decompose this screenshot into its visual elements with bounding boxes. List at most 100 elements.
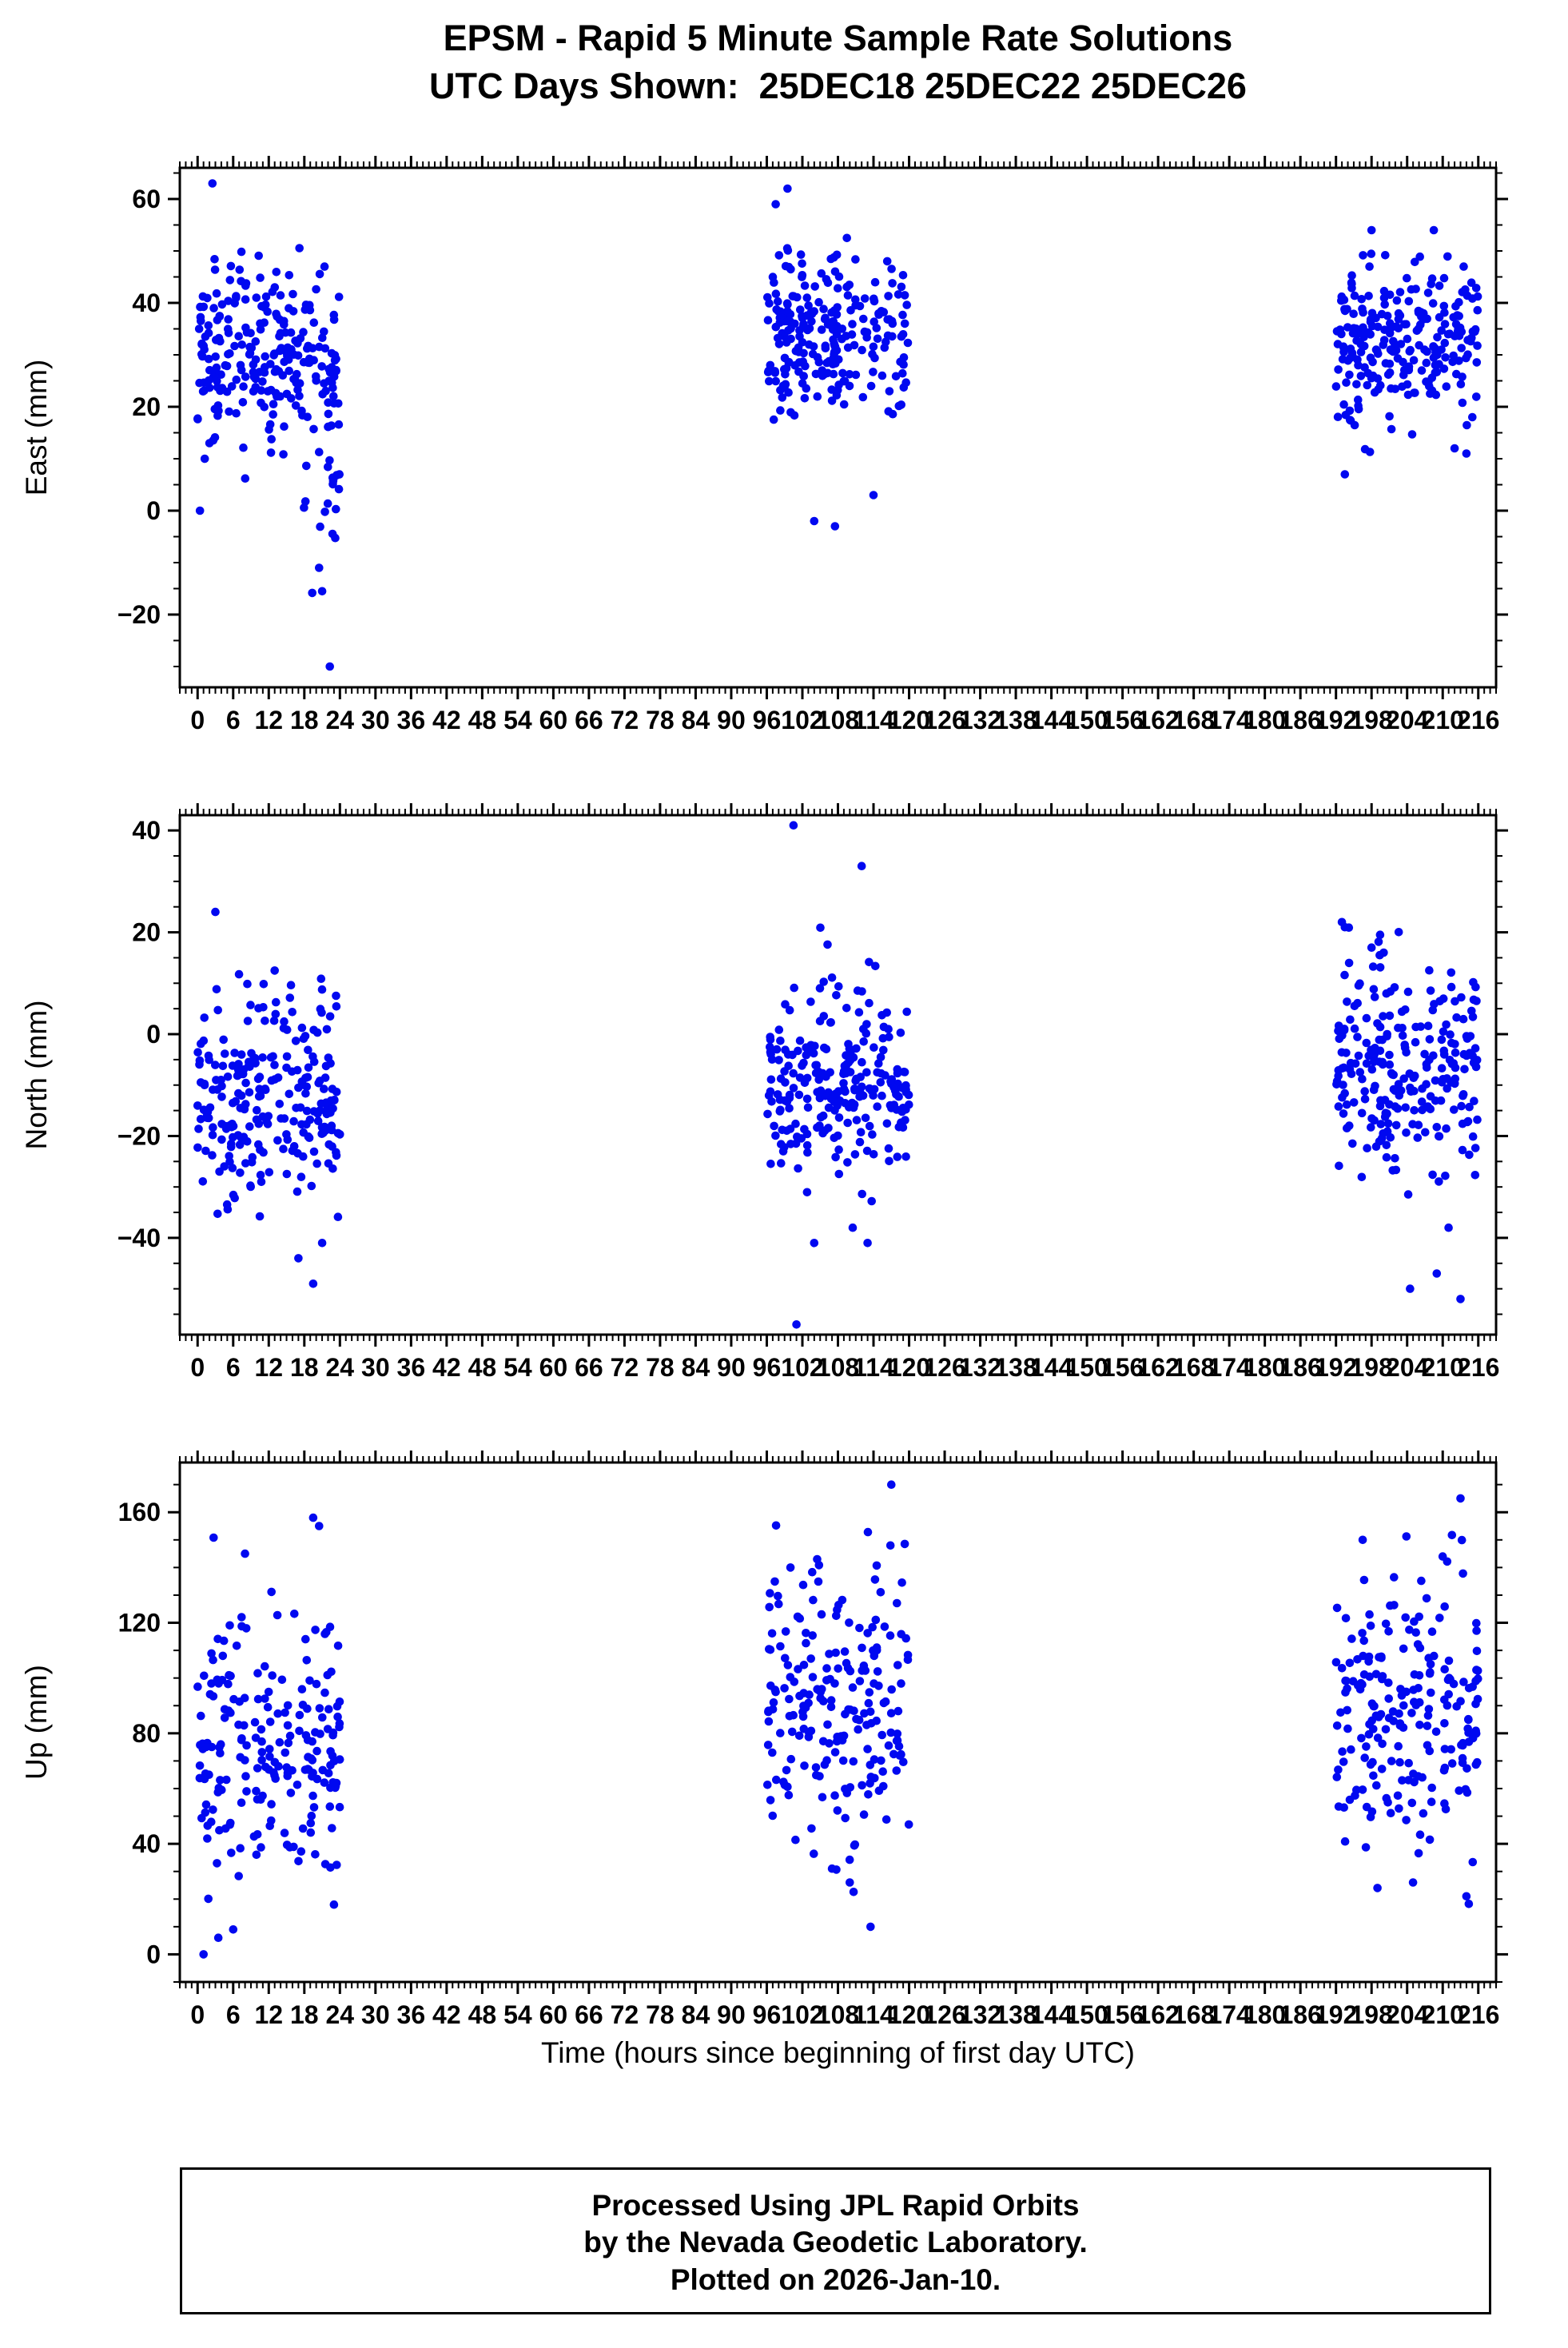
footer-line-1: Processed Using JPL Rapid Orbits [591, 2189, 1080, 2222]
svg-text:186: 186 [1279, 2000, 1321, 2029]
svg-text:80: 80 [132, 1719, 161, 1748]
svg-text:East (mm): East (mm) [20, 360, 53, 496]
svg-text:66: 66 [575, 706, 603, 734]
svg-text:42: 42 [432, 1353, 461, 1382]
svg-text:162: 162 [1136, 2000, 1179, 2029]
svg-text:168: 168 [1172, 1353, 1215, 1382]
svg-text:216: 216 [1457, 2000, 1499, 2029]
svg-text:40: 40 [132, 816, 161, 845]
svg-text:12: 12 [254, 2000, 283, 2029]
svg-text:102: 102 [781, 706, 823, 734]
footer-box: Processed Using JPL Rapid Orbits by the … [180, 2167, 1491, 2314]
svg-text:156: 156 [1101, 1353, 1144, 1382]
svg-text:96: 96 [753, 1353, 782, 1382]
svg-text:204: 204 [1386, 1353, 1429, 1382]
svg-text:90: 90 [717, 1353, 746, 1382]
svg-text:54: 54 [503, 2000, 532, 2029]
svg-text:144: 144 [1030, 2000, 1073, 2029]
svg-text:18: 18 [290, 2000, 319, 2029]
svg-text:Up (mm): Up (mm) [20, 1665, 53, 1780]
svg-text:180: 180 [1244, 706, 1286, 734]
svg-text:180: 180 [1244, 1353, 1286, 1382]
svg-text:0: 0 [190, 706, 205, 734]
svg-text:162: 162 [1136, 1353, 1179, 1382]
svg-text:24: 24 [326, 2000, 355, 2029]
footer-line-3: Plotted on 2026-Jan-10. [670, 2262, 1001, 2296]
svg-text:138: 138 [994, 1353, 1037, 1382]
svg-text:42: 42 [432, 706, 461, 734]
svg-text:192: 192 [1315, 1353, 1357, 1382]
svg-text:132: 132 [959, 1353, 1001, 1382]
svg-text:150: 150 [1065, 1353, 1108, 1382]
svg-text:60: 60 [539, 2000, 568, 2029]
svg-text:108: 108 [817, 706, 859, 734]
svg-text:54: 54 [503, 1353, 532, 1382]
svg-text:198: 198 [1351, 706, 1393, 734]
svg-text:114: 114 [853, 2000, 894, 2029]
svg-text:84: 84 [682, 1353, 710, 1382]
svg-text:120: 120 [888, 1353, 930, 1382]
svg-text:198: 198 [1351, 2000, 1393, 2029]
svg-text:−20: −20 [117, 1121, 161, 1150]
svg-text:102: 102 [781, 2000, 823, 2029]
svg-text:84: 84 [682, 706, 710, 734]
up-scatter-plot: 0 6 12 18 24 30 36 42 48 54 60 66 72 78 84 90 96 10210811… [20, 1451, 1508, 2029]
svg-text:40: 40 [132, 289, 161, 317]
svg-text:192: 192 [1315, 706, 1357, 734]
svg-text:72: 72 [611, 2000, 639, 2029]
east-scatter-plot: 0 6 12 18 24 30 36 42 48 54 60 66 72 78 84 90 96 10210811… [20, 156, 1508, 734]
svg-text:48: 48 [468, 1353, 497, 1382]
svg-text:66: 66 [575, 1353, 603, 1382]
svg-text:6: 6 [226, 706, 241, 734]
svg-text:210: 210 [1422, 1353, 1464, 1382]
svg-text:150: 150 [1065, 706, 1108, 734]
svg-text:210: 210 [1422, 706, 1464, 734]
svg-text:186: 186 [1279, 706, 1321, 734]
svg-text:30: 30 [361, 706, 390, 734]
svg-text:162: 162 [1136, 706, 1179, 734]
svg-text:90: 90 [717, 706, 746, 734]
svg-text:114: 114 [853, 1353, 894, 1382]
svg-text:60: 60 [132, 185, 161, 213]
svg-text:126: 126 [923, 706, 965, 734]
plot-title-line1: EPSM - Rapid 5 Minute Sample Rate Soluti… [443, 18, 1233, 58]
svg-text:198: 198 [1351, 1353, 1393, 1382]
svg-text:0: 0 [146, 1020, 161, 1049]
svg-text:12: 12 [254, 1353, 283, 1382]
svg-text:20: 20 [132, 918, 161, 947]
svg-text:126: 126 [923, 2000, 965, 2029]
svg-text:144: 144 [1030, 1353, 1073, 1382]
svg-text:160: 160 [118, 1498, 161, 1526]
svg-text:156: 156 [1101, 706, 1144, 734]
svg-text:174: 174 [1208, 2000, 1251, 2029]
svg-text:48: 48 [468, 2000, 497, 2029]
svg-text:78: 78 [646, 706, 675, 734]
svg-text:0: 0 [146, 496, 161, 525]
svg-text:204: 204 [1386, 706, 1429, 734]
svg-text:150: 150 [1065, 2000, 1108, 2029]
svg-text:120: 120 [888, 706, 930, 734]
x-axis-title: Time (hours since beginning of first day… [540, 2036, 1136, 2069]
svg-text:102: 102 [781, 1353, 823, 1382]
svg-text:36: 36 [397, 706, 426, 734]
svg-text:120: 120 [118, 1609, 161, 1638]
svg-text:138: 138 [994, 2000, 1037, 2029]
svg-text:40: 40 [132, 1829, 161, 1858]
svg-text:96: 96 [753, 706, 782, 734]
svg-text:84: 84 [682, 2000, 710, 2029]
svg-text:North (mm): North (mm) [20, 1000, 53, 1149]
svg-text:156: 156 [1101, 2000, 1144, 2029]
svg-text:20: 20 [132, 392, 161, 421]
svg-text:30: 30 [361, 2000, 390, 2029]
svg-text:180: 180 [1244, 2000, 1286, 2029]
svg-text:24: 24 [326, 706, 355, 734]
svg-text:12: 12 [254, 706, 283, 734]
svg-text:18: 18 [290, 706, 319, 734]
svg-text:192: 192 [1315, 2000, 1357, 2029]
svg-text:6: 6 [226, 1353, 241, 1382]
svg-text:24: 24 [326, 1353, 355, 1382]
svg-text:0: 0 [190, 2000, 205, 2029]
svg-text:66: 66 [575, 2000, 603, 2029]
svg-text:210: 210 [1422, 2000, 1464, 2029]
